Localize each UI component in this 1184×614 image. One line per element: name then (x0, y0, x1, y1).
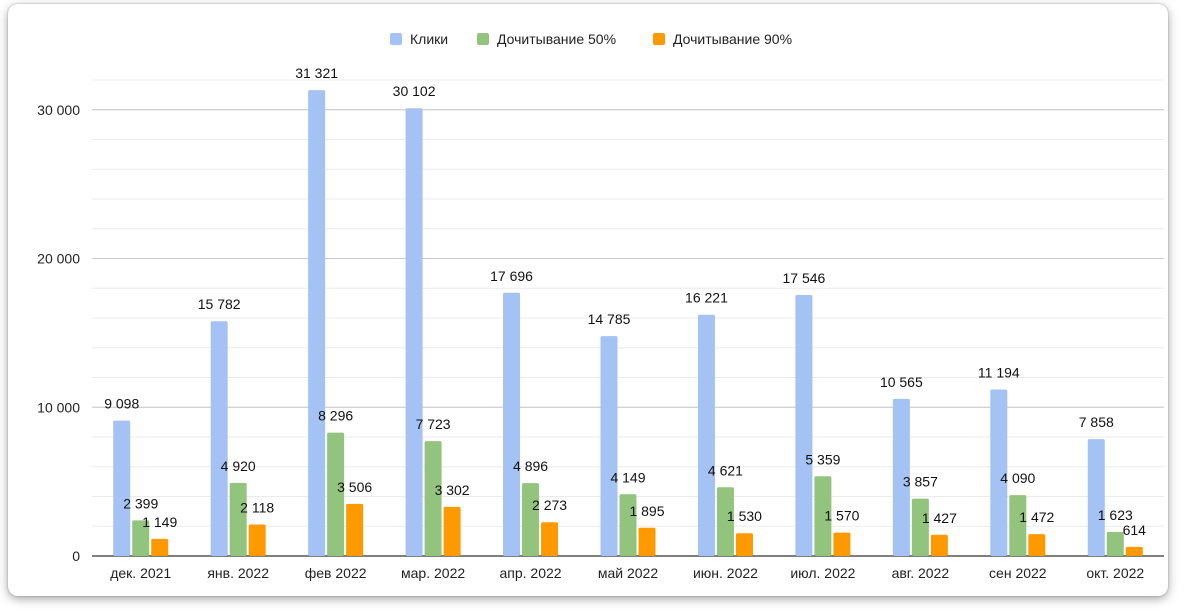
data-label: 2 399 (123, 495, 158, 511)
data-label: 11 194 (978, 364, 1020, 380)
data-label: 4 920 (221, 458, 256, 474)
data-label: 17 696 (490, 268, 533, 284)
bar-read-90 (541, 522, 559, 556)
x-tick-label: окт. 2022 (1086, 565, 1144, 581)
x-tick-label: сен 2022 (989, 565, 1047, 581)
bar-read-90 (151, 538, 169, 556)
bar-clicks (892, 398, 910, 556)
data-label: 17 546 (782, 270, 825, 286)
data-labels: 9 098 2 399 1 149 15 782 4 920 2 118 31 321 8 2… (104, 65, 1146, 538)
data-label: 16 221 (685, 290, 728, 306)
data-label: 1 530 (727, 508, 762, 524)
bar-read-90 (638, 527, 656, 556)
bar-clicks (697, 314, 715, 556)
data-label: 9 098 (104, 396, 139, 412)
data-label: 8 296 (318, 408, 353, 424)
bar-clicks (795, 295, 813, 556)
bars (113, 90, 1143, 556)
x-tick-label: май 2022 (598, 565, 658, 581)
legend: Клики Дочитывание 50% Дочитывание 90% (390, 31, 792, 47)
data-label: 31 321 (295, 65, 338, 81)
x-tick-label: апр. 2022 (500, 565, 562, 581)
bar-read-50 (716, 487, 734, 556)
data-label: 10 565 (880, 374, 923, 390)
bar-clicks (210, 321, 228, 556)
data-label: 15 782 (198, 296, 241, 312)
legend-swatch (653, 33, 665, 45)
bar-read-90 (248, 524, 266, 556)
bar-read-50 (132, 520, 150, 556)
data-label: 1 623 (1098, 507, 1133, 523)
y-axis: 0 10 000 20 000 30 000 (37, 102, 80, 564)
bar-read-50 (327, 432, 345, 556)
legend-label: Дочитывание 50% (497, 31, 616, 47)
bar-read-90 (443, 506, 461, 556)
bar-read-50 (1106, 531, 1124, 556)
data-label: 4 149 (610, 469, 645, 485)
bar-read-50 (522, 483, 540, 556)
data-label: 3 857 (903, 474, 938, 490)
bar-read-50 (911, 498, 929, 556)
data-label: 2 273 (532, 497, 567, 513)
legend-swatch (390, 33, 402, 45)
bar-read-90 (1125, 546, 1143, 556)
data-label: 7 858 (1079, 414, 1114, 430)
data-label: 2 118 (240, 499, 274, 515)
bar-read-90 (346, 503, 364, 556)
bar-clicks (405, 108, 423, 556)
data-label: 7 723 (416, 416, 451, 432)
x-tick-label: июн. 2022 (693, 565, 758, 581)
y-tick-label: 20 000 (37, 251, 80, 267)
x-tick-label: июл. 2022 (790, 565, 855, 581)
x-tick-label: авг. 2022 (892, 565, 950, 581)
bar-read-50 (619, 494, 637, 556)
data-label: 1 570 (824, 508, 859, 524)
y-tick-label: 30 000 (37, 102, 80, 118)
bar-read-50 (814, 476, 832, 556)
data-label: 614 (1123, 522, 1147, 538)
bar-read-90 (833, 532, 851, 556)
gridlines (92, 79, 1164, 557)
data-label: 4 621 (708, 462, 743, 478)
bar-read-50 (424, 441, 442, 556)
data-label: 5 359 (805, 451, 840, 467)
y-tick-label: 0 (72, 548, 80, 564)
legend-label: Клики (410, 31, 448, 47)
bar-read-90 (930, 534, 948, 556)
bar-clicks (503, 292, 521, 556)
data-label: 4 896 (513, 458, 548, 474)
x-tick-label: янв. 2022 (207, 565, 269, 581)
data-label: 3 506 (337, 479, 372, 495)
data-label: 1 895 (629, 503, 664, 519)
bar-clicks (990, 389, 1008, 556)
bar-read-90 (735, 533, 753, 556)
x-axis: дек. 2021 янв. 2022 фев 2022 мар. 2022 апр. … (110, 565, 1144, 581)
data-label: 30 102 (393, 83, 436, 99)
bar-clicks (600, 336, 618, 556)
x-tick-label: дек. 2021 (110, 565, 171, 581)
chart-frame (8, 4, 1168, 596)
x-tick-label: мар. 2022 (401, 565, 465, 581)
bar-read-50 (229, 482, 247, 556)
x-tick-label: фев 2022 (305, 565, 367, 581)
bar-clicks (113, 420, 131, 556)
data-label: 3 302 (435, 482, 470, 498)
bar-read-90 (1028, 534, 1046, 556)
bar-clicks (308, 90, 326, 556)
legend-label: Дочитывание 90% (673, 31, 792, 47)
data-label: 1 472 (1019, 509, 1054, 525)
data-label: 1 427 (922, 510, 957, 526)
y-tick-label: 10 000 (37, 399, 80, 415)
data-label: 4 090 (1000, 470, 1035, 486)
data-label: 14 785 (588, 311, 631, 327)
bar-clicks (1087, 439, 1105, 556)
data-label: 1 149 (142, 514, 177, 530)
bar-read-50 (1009, 495, 1027, 556)
legend-swatch (477, 33, 489, 45)
